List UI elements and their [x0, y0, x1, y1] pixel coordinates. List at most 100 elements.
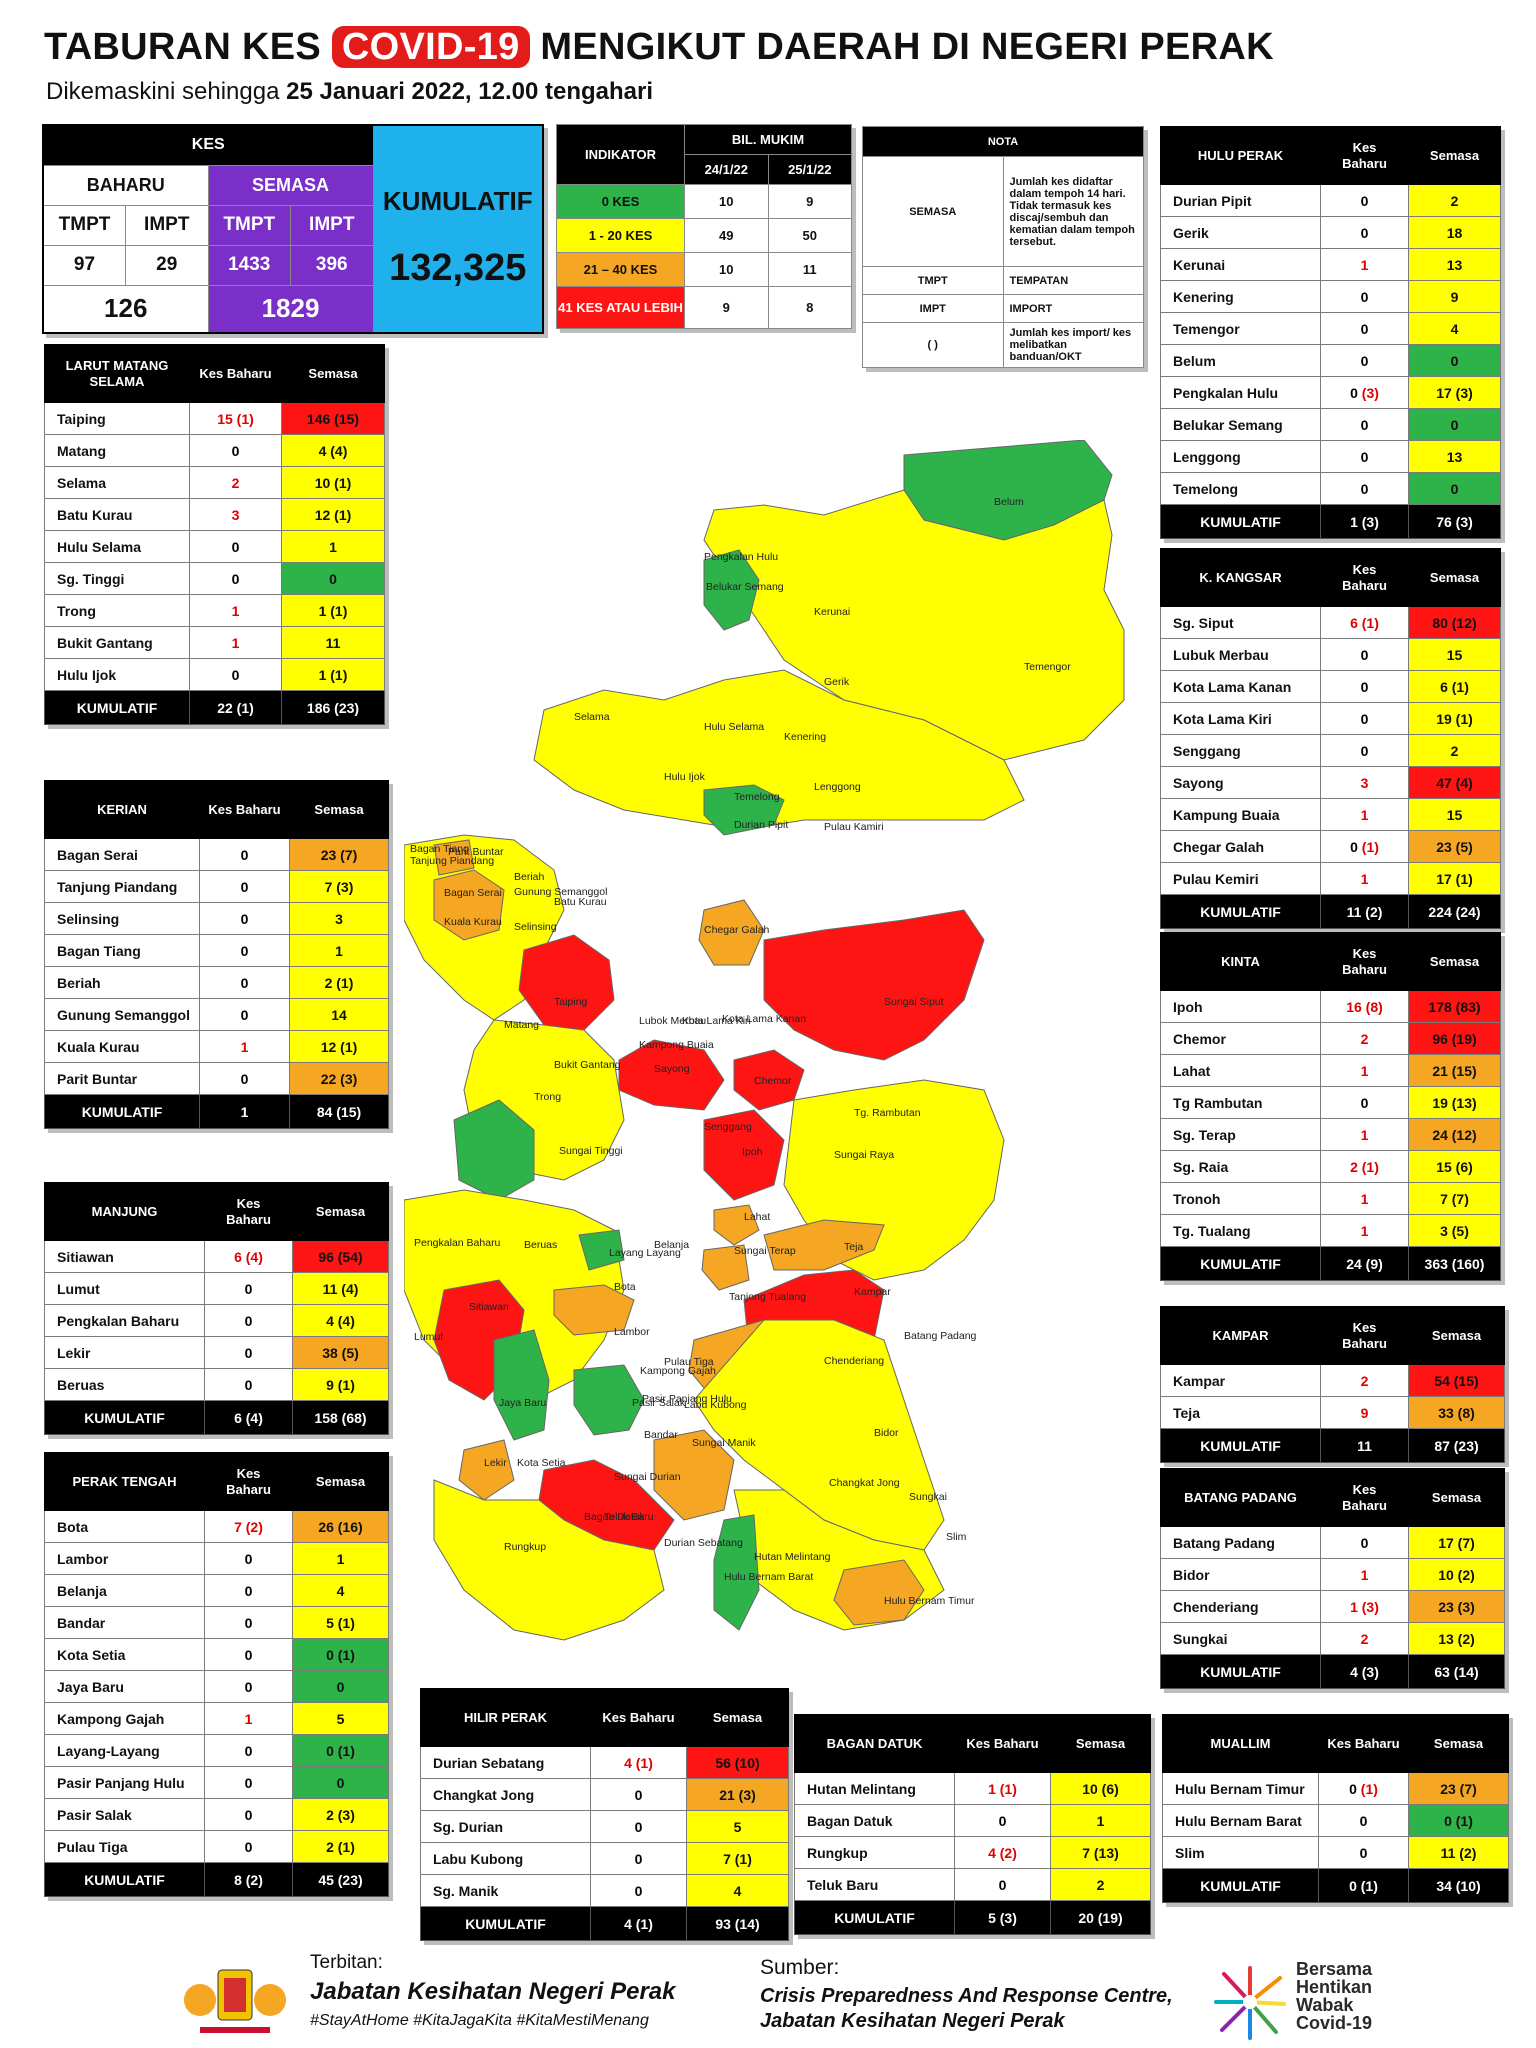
- semasa-value: 4: [1408, 312, 1501, 345]
- table-row: Bagan Serai 0 23 (7): [44, 838, 389, 871]
- map-region-kampong-gajah: [573, 1364, 645, 1436]
- update-value: 25 Januari 2022, 12.00 tengahari: [286, 78, 654, 105]
- map-region-lekir: [458, 1439, 515, 1501]
- semasa-header: Semasa: [1408, 126, 1501, 185]
- kes-baharu-value: 0: [204, 1830, 293, 1863]
- table-row: Pasir Panjang Hulu 0 0: [44, 1766, 389, 1799]
- mukim-name: Lekir: [44, 1336, 205, 1369]
- indicator-value: 10: [684, 184, 769, 219]
- semasa-value: 2 (1): [292, 1830, 389, 1863]
- semasa-value: 0: [292, 1670, 389, 1703]
- table-row: Temengor 0 4: [1160, 312, 1501, 345]
- semasa-value: 7 (1): [686, 1842, 789, 1875]
- semasa-value: 23 (7): [1408, 1772, 1509, 1805]
- kes-baharu-value: 0: [199, 966, 290, 999]
- kes-baharu-value: 0: [199, 1062, 290, 1095]
- import-count: (1): [1361, 838, 1379, 855]
- district-name: KINTA: [1160, 932, 1321, 991]
- semasa-value: 13 (2): [1408, 1622, 1505, 1655]
- semasa-value: 1: [292, 1542, 389, 1575]
- kes-baharu-value: 3: [1320, 766, 1409, 799]
- table-row: Gerik 0 18: [1160, 216, 1501, 249]
- district-table: K. KANGSAR Kes Baharu Semasa Sg. Siput 6 (1)…: [1160, 548, 1501, 929]
- mukim-name: Gunung Semanggol: [44, 998, 200, 1031]
- map-label: Layang Layang: [609, 1247, 681, 1259]
- mukim-name: Kota Lama Kanan: [1160, 670, 1321, 703]
- map-label: Bagan Serai: [444, 887, 502, 899]
- semasa-header: SEMASA: [207, 164, 374, 206]
- map-region-belukar-semang: [703, 549, 760, 631]
- map-label: Kampar: [854, 1286, 891, 1298]
- table-row: Tanjung Piandang 0 7 (3): [44, 870, 389, 903]
- mukim-name: Matang: [44, 434, 190, 467]
- nota-desc: Jumlah kes didaftar dalam tempoh 14 hari…: [1002, 156, 1144, 267]
- table-row: Senggang 0 2: [1160, 734, 1501, 767]
- semasa-header: Semasa: [292, 1452, 389, 1511]
- map-label: Gunung Semanggol: [514, 886, 607, 898]
- source-1: Crisis Preparedness And Response Centre,: [760, 1985, 1173, 2007]
- table-row: Gunung Semanggol 0 14: [44, 998, 389, 1031]
- kes-baharu-value: 9: [1320, 1396, 1409, 1429]
- district-table: LARUT MATANG SELAMA Kes Baharu Semasa Taipi…: [44, 344, 385, 725]
- table-row: Tg Rambutan 0 19 (13): [1160, 1086, 1501, 1119]
- map-label: Jaya Baru: [499, 1397, 546, 1409]
- map-label: Lambor: [614, 1326, 650, 1338]
- semasa-value: 5: [292, 1702, 389, 1735]
- kes-baharu-value: 16 (8): [1320, 990, 1409, 1023]
- table-row: Lekir 0 38 (5): [44, 1336, 389, 1369]
- semasa-value: 38 (5): [292, 1336, 389, 1369]
- table-row: Belukar Semang 0 0: [1160, 408, 1501, 441]
- map-label: Bagan Tiang: [410, 843, 469, 855]
- kes-baharu-value: 1: [1320, 1054, 1409, 1087]
- update-label: Dikemaskini sehingga: [46, 78, 287, 105]
- mukim-name: Chemor: [1160, 1022, 1321, 1055]
- mukim-name: Sg. Terap: [1160, 1118, 1321, 1151]
- mukim-name: Sg. Siput: [1160, 606, 1321, 639]
- map-label: Lumut: [414, 1331, 443, 1343]
- campaign-line: Bersama: [1296, 1959, 1373, 1979]
- mukim-name: Layang-Layang: [44, 1734, 205, 1767]
- kumulatif-label: KUMULATIF: [420, 1906, 591, 1941]
- table-row: Durian Pipit 0 2: [1160, 184, 1501, 217]
- map-label: Chemor: [754, 1075, 792, 1087]
- table-row: Tg. Tualang 1 3 (5): [1160, 1214, 1501, 1247]
- mukim-name: Tg. Tualang: [1160, 1214, 1321, 1247]
- map-label: Kota Lama Kiri: [682, 1015, 751, 1027]
- mukim-name: Temelong: [1160, 472, 1321, 505]
- mukim-name: Kampar: [1160, 1364, 1321, 1397]
- map-label: Kampong Buaia: [639, 1039, 714, 1051]
- kumulatif-label: KUMULATIF: [44, 1094, 200, 1129]
- table-row: Trong 1 1 (1): [44, 594, 385, 627]
- table-row: Sg. Terap 1 24 (12): [1160, 1118, 1501, 1151]
- map-region-hulu-bernam-barat: [713, 1514, 760, 1631]
- table-row: Teluk Baru 0 2: [794, 1868, 1151, 1901]
- table-row: Chemor 2 96 (19): [1160, 1022, 1501, 1055]
- district-table: HILIR PERAK Kes Baharu Semasa Durian Sebata…: [420, 1688, 789, 1941]
- kumulatif-baharu: 8 (2): [204, 1862, 293, 1897]
- kes-baharu-value: 0: [1318, 1804, 1409, 1837]
- semasa-value: 54 (15): [1408, 1364, 1505, 1397]
- kes-baharu-header: Kes Baharu: [1320, 1468, 1409, 1527]
- kes-baharu-value: 2: [1320, 1364, 1409, 1397]
- semasa-value: 5: [686, 1810, 789, 1843]
- map-label: Labu Kubong: [684, 1399, 747, 1411]
- table-row: Kuala Kurau 1 12 (1): [44, 1030, 389, 1063]
- semasa-value: 10 (6): [1050, 1772, 1151, 1805]
- summary-table: KES KUMULATIF 132,325 BAHARU SEMASA TMPT IMP…: [42, 124, 544, 334]
- mukim-name: Labu Kubong: [420, 1842, 591, 1875]
- table-row: Ipoh 16 (8) 178 (83): [1160, 990, 1501, 1023]
- kes-baharu-value: 0: [204, 1670, 293, 1703]
- map-label: Temelong: [734, 791, 780, 803]
- mukim-name: Rungkup: [794, 1836, 955, 1869]
- map-region-ipoh: [703, 1109, 785, 1201]
- import-count: (1): [1360, 1780, 1378, 1797]
- mukim-name: Kerunai: [1160, 248, 1321, 281]
- semasa-header: Semasa: [1408, 932, 1501, 991]
- impt-label: IMPT: [290, 204, 374, 246]
- district-name: BAGAN DATUK: [794, 1714, 955, 1773]
- mukim-name: Taiping: [44, 402, 190, 435]
- mukim-name: Bagan Tiang: [44, 934, 200, 967]
- kes-baharu-value: 0: [204, 1574, 293, 1607]
- campaign-line: Covid-19: [1296, 2013, 1373, 2033]
- semasa-value: 9 (1): [292, 1368, 389, 1401]
